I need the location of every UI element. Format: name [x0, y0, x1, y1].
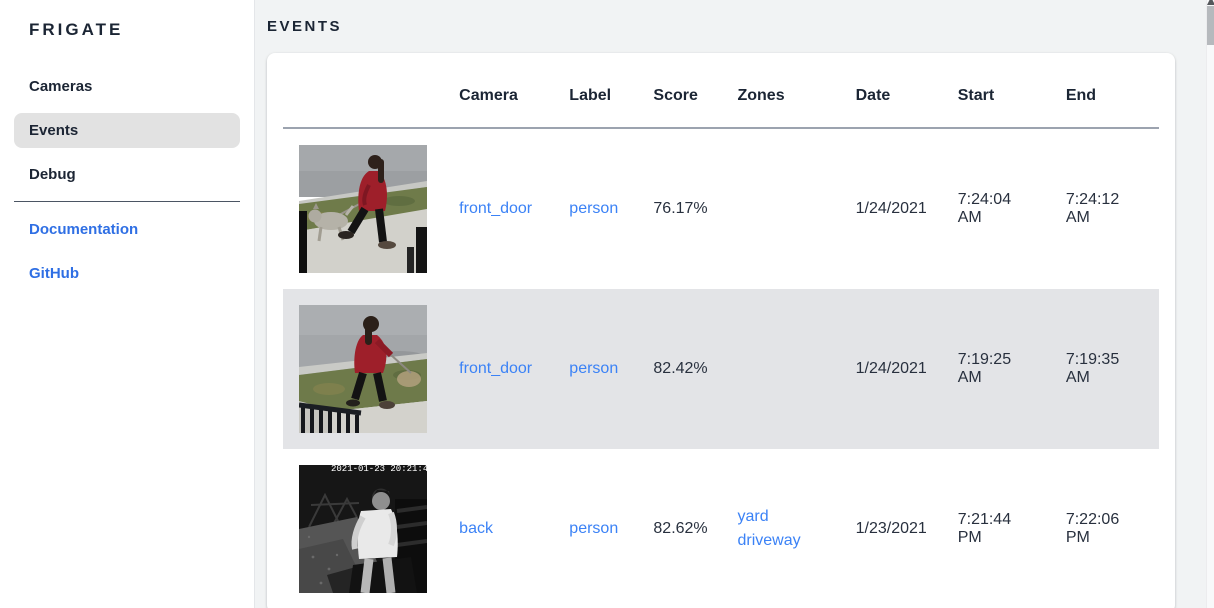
header-score: Score: [637, 53, 722, 129]
sidebar-nav: Cameras Events Debug Documentation GitHu…: [0, 69, 254, 291]
label-link[interactable]: person: [569, 360, 619, 377]
event-thumbnail-red-hoodie[interactable]: [299, 305, 427, 433]
zones-cell: [721, 128, 839, 289]
zone-link[interactable]: yard: [737, 508, 769, 525]
main-content: EVENTS Camera Label Score Zones Date Sta…: [255, 0, 1214, 608]
score-cell: 82.62%: [653, 520, 708, 537]
scroll-up-arrow-icon[interactable]: [1207, 0, 1214, 5]
sidebar-item-debug[interactable]: Debug: [29, 166, 76, 183]
label-link[interactable]: person: [569, 520, 619, 537]
header-camera: Camera: [443, 53, 554, 129]
sidebar-item-cameras[interactable]: Cameras: [29, 78, 93, 95]
header-thumbnail: [283, 53, 444, 129]
camera-cell: front_door: [443, 289, 554, 449]
table-row[interactable]: 2021-01-23 20:21:44 back person 82.62% y…: [283, 449, 1159, 608]
zones-cell: [721, 289, 840, 449]
zone-link[interactable]: driveway: [737, 532, 801, 549]
table-row[interactable]: front_door person 76.17% 1/24/2021 7:24:…: [283, 128, 1159, 289]
camera-cell: front_door: [443, 128, 553, 289]
event-thumbnail-night-ir[interactable]: 2021-01-23 20:21:44: [299, 465, 427, 593]
label-link[interactable]: person: [569, 200, 619, 217]
end-cell: 7:22:06 PM: [1065, 511, 1120, 546]
start-cell: 7:19:25 AM: [941, 289, 1050, 449]
sidebar: FRIGATE Cameras Events Debug Documentati…: [0, 0, 255, 608]
header-date: Date: [839, 53, 942, 129]
camera-link[interactable]: front_door: [459, 200, 533, 217]
date-cell: 1/23/2021: [855, 520, 927, 537]
events-table: Camera Label Score Zones Date Start End: [283, 53, 1159, 608]
header-zones: Zones: [721, 53, 840, 129]
camera-cell: back: [443, 449, 553, 608]
header-label: Label: [553, 53, 638, 129]
event-thumbnail-red-coat[interactable]: [299, 145, 427, 273]
camera-link[interactable]: back: [459, 520, 493, 537]
score-cell: 82.42%: [637, 289, 722, 449]
start-cell: 7:24:04 AM: [957, 191, 1012, 226]
label-cell: person: [553, 289, 638, 449]
label-cell: person: [553, 449, 637, 608]
thumbnail-cell: [283, 128, 443, 289]
zones-cell: yard driveway: [721, 449, 839, 608]
events-card: Camera Label Score Zones Date Start End: [267, 53, 1175, 608]
label-cell: person: [553, 128, 637, 289]
sidebar-link-documentation[interactable]: Documentation: [29, 221, 139, 238]
page-scrollbar[interactable]: [1206, 0, 1214, 608]
end-cell: 7:24:12 AM: [1065, 191, 1120, 226]
header-start: Start: [941, 53, 1050, 129]
header-end: End: [1049, 53, 1159, 129]
camera-link[interactable]: front_door: [459, 360, 533, 377]
score-cell: 76.17%: [653, 200, 708, 217]
start-cell: 7:21:44 PM: [957, 511, 1012, 546]
thumbnail-cell: [283, 289, 444, 449]
sidebar-divider: [14, 201, 240, 202]
table-header-row: Camera Label Score Zones Date Start End: [283, 53, 1159, 129]
date-cell: 1/24/2021: [839, 289, 942, 449]
app-logo: FRIGATE: [29, 20, 124, 39]
sidebar-link-github[interactable]: GitHub: [29, 265, 79, 282]
date-cell: 1/24/2021: [855, 200, 927, 217]
end-cell: 7:19:35 AM: [1049, 289, 1159, 449]
thumbnail-cell: 2021-01-23 20:21:44: [283, 449, 443, 608]
scrollbar-thumb[interactable]: [1207, 6, 1214, 45]
thumbnail-timestamp-overlay: 2021-01-23 20:21:44: [331, 465, 427, 474]
sidebar-item-events[interactable]: Events: [14, 113, 240, 148]
page-title: EVENTS: [267, 18, 343, 35]
table-row[interactable]: front_door person 82.42% 1/24/2021 7:19:…: [283, 289, 1159, 449]
